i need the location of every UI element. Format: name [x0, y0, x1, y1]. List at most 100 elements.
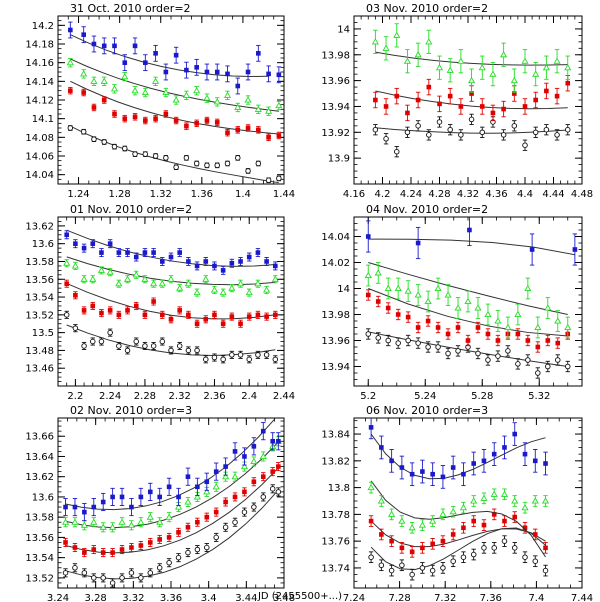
- data-point: [176, 284, 184, 291]
- data-point: [174, 503, 183, 510]
- data-point: [424, 297, 432, 305]
- data-point: [545, 363, 551, 370]
- data-point: [91, 575, 97, 581]
- data-point: [455, 325, 461, 330]
- series-1: [62, 484, 282, 588]
- y-tick-label: 13.62: [25, 472, 54, 483]
- y-tick-label: 13.76: [321, 537, 350, 548]
- data-point: [425, 318, 431, 324]
- data-point: [68, 88, 73, 93]
- data-point: [73, 292, 78, 298]
- data-point: [256, 127, 261, 133]
- data-point: [454, 304, 462, 311]
- data-point: [185, 347, 192, 354]
- x-tick-label: 4.44: [542, 189, 564, 200]
- data-point: [63, 540, 68, 545]
- data-point: [266, 71, 271, 77]
- data-point: [112, 111, 117, 117]
- data-point: [132, 151, 138, 157]
- data-point: [434, 284, 442, 292]
- data-point: [389, 458, 394, 464]
- data-point: [440, 538, 446, 544]
- data-point: [270, 469, 275, 474]
- data-point: [479, 129, 486, 136]
- data-point: [222, 524, 229, 531]
- x-tick-label: 3.4: [201, 593, 217, 602]
- data-point: [73, 241, 78, 246]
- data-point: [186, 312, 191, 318]
- data-point: [143, 60, 148, 65]
- data-point: [430, 541, 435, 547]
- fit-curve: [370, 480, 546, 558]
- data-point: [72, 504, 78, 510]
- data-point: [153, 51, 158, 56]
- data-point: [214, 162, 220, 169]
- y-tick-label: 14: [337, 284, 350, 295]
- data-point: [194, 121, 199, 126]
- y-tick-label: 14.16: [25, 58, 54, 69]
- data-point: [212, 312, 217, 318]
- data-point: [236, 280, 245, 287]
- data-point: [91, 547, 97, 552]
- data-point: [80, 70, 88, 77]
- data-point: [162, 88, 170, 96]
- y-tick-label: 13.62: [25, 221, 54, 232]
- data-point: [444, 291, 452, 298]
- panel-6: 06 Nov. 2010 order=3 7.24 7.28 7.32 7.36 7.4 7…: [321, 404, 593, 602]
- data-point: [461, 471, 466, 477]
- data-point: [81, 90, 86, 95]
- data-point: [255, 312, 261, 318]
- data-point: [147, 489, 153, 495]
- y-tick-label: 14.04: [321, 232, 350, 243]
- data-point: [157, 537, 162, 542]
- data-point: [90, 518, 98, 525]
- data-point: [138, 575, 144, 581]
- data-point: [471, 518, 476, 524]
- series-4: [63, 418, 281, 522]
- data-point: [447, 93, 453, 99]
- data-point: [100, 77, 108, 84]
- data-point: [419, 565, 426, 571]
- data-point: [72, 325, 79, 331]
- y-tick-label: 13.48: [25, 346, 54, 357]
- data-point: [184, 123, 189, 129]
- data-point: [90, 303, 96, 309]
- data-point: [242, 489, 247, 495]
- data-point: [173, 52, 179, 58]
- data-point: [184, 67, 189, 73]
- data-point: [194, 347, 200, 354]
- data-point: [459, 503, 468, 511]
- data-point: [502, 518, 507, 524]
- x-tick-label: 4.48: [571, 189, 593, 200]
- x-tick-label: 4.4: [517, 189, 533, 200]
- data-point: [475, 350, 481, 357]
- data-point: [375, 299, 381, 304]
- data-point: [500, 51, 508, 58]
- data-point: [238, 259, 243, 264]
- y-tick-label: 14.04: [25, 170, 54, 181]
- data-point: [80, 275, 88, 282]
- data-point: [63, 259, 71, 266]
- data-point: [500, 490, 509, 497]
- data-point: [542, 63, 550, 71]
- y-tick-label: 13.64: [25, 452, 54, 463]
- data-point: [115, 280, 123, 287]
- x-tick-label: 3.36: [160, 593, 182, 602]
- x-tick-label: 7.44: [571, 593, 593, 602]
- data-point: [415, 97, 421, 103]
- data-point: [195, 519, 200, 525]
- data-point: [505, 348, 511, 354]
- panel-title: 31 Oct. 2010 order=2: [70, 2, 191, 15]
- data-point: [166, 559, 172, 566]
- data-point: [254, 105, 262, 112]
- data-point: [107, 241, 113, 246]
- data-point: [475, 325, 481, 330]
- data-point: [182, 91, 190, 98]
- x-tick-label: 5.2: [360, 391, 376, 402]
- data-point: [457, 57, 465, 64]
- data-point: [564, 323, 572, 331]
- data-point: [132, 271, 140, 278]
- data-point: [429, 517, 437, 524]
- data-point: [151, 250, 156, 255]
- data-point: [479, 104, 485, 109]
